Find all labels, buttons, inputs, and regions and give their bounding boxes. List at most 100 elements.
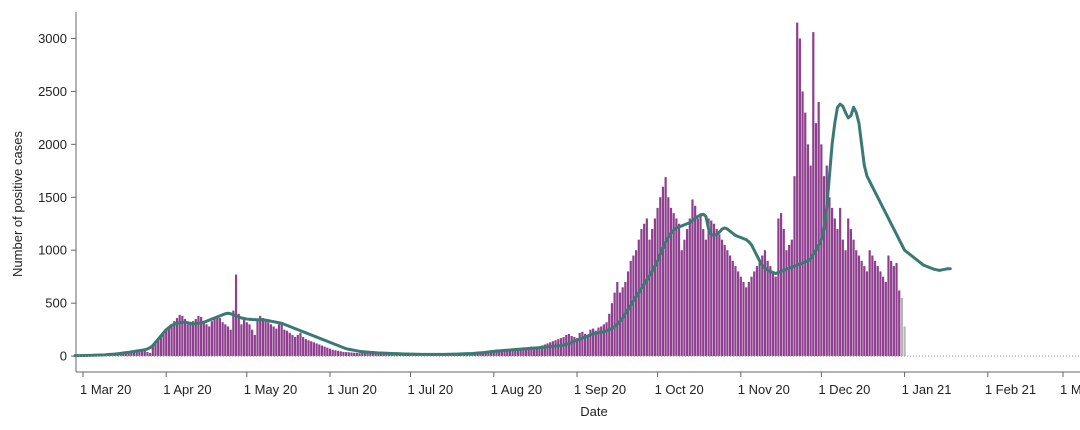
case-bar — [691, 199, 694, 357]
case-bar — [382, 353, 385, 357]
case-bar — [181, 315, 184, 357]
case-bar — [873, 260, 877, 357]
case-bar — [559, 338, 563, 357]
case-bar — [285, 330, 289, 357]
case-bar — [613, 292, 616, 357]
case-bar — [369, 353, 372, 357]
case-bar — [734, 266, 737, 357]
case-bar — [291, 334, 294, 357]
case-bar — [812, 32, 815, 357]
case-bar — [240, 324, 243, 357]
case-bar — [680, 250, 683, 357]
case-bar — [626, 271, 630, 357]
case-bar — [307, 340, 310, 357]
case-bar — [170, 324, 173, 357]
case-bar — [640, 229, 643, 357]
case-bar — [492, 350, 495, 357]
case-bar — [669, 207, 673, 357]
case-bar — [836, 229, 839, 357]
case-bar — [390, 354, 393, 357]
case-bar — [546, 343, 549, 357]
y-tick-label: 0 — [60, 349, 67, 364]
case-bar — [173, 321, 176, 357]
case-bar — [688, 218, 691, 357]
case-bar — [296, 334, 299, 357]
case-bar — [831, 207, 834, 357]
case-bar — [675, 218, 678, 357]
case-bar — [210, 321, 213, 357]
case-bar — [318, 344, 321, 357]
case-bar — [342, 351, 345, 357]
case-bar — [334, 350, 337, 357]
case-bar — [302, 337, 305, 357]
case-bar — [779, 213, 783, 357]
case-bar — [637, 239, 640, 357]
case-bar — [806, 144, 810, 357]
case-bar — [516, 349, 520, 357]
case-bar — [849, 229, 852, 357]
case-bar — [653, 218, 656, 357]
y-tick-label: 2500 — [38, 84, 67, 99]
case-bar — [863, 266, 866, 357]
case-bar — [747, 282, 750, 357]
x-tick-label: 1 Dec 20 — [818, 382, 870, 397]
case-bar — [712, 223, 716, 357]
case-bar — [140, 349, 144, 357]
case-bar — [788, 244, 791, 357]
case-bar — [710, 220, 713, 357]
x-tick-label: 1 Oct 20 — [655, 382, 704, 397]
case-bar — [645, 218, 648, 357]
case-bar — [294, 337, 297, 357]
case-bar — [261, 318, 264, 357]
case-bar — [481, 352, 485, 357]
case-bar — [742, 282, 745, 357]
case-bar — [200, 316, 203, 357]
x-axis-ticks: 1 Mar 20 1 Apr 20 1 May 20 1 Jun 20 1 Jul 20… — [80, 372, 1080, 397]
y-axis-ticks: 0 500 1000 1500 2000 2500 3000 — [38, 31, 76, 364]
rolling-average-line — [73, 102, 952, 358]
case-bar — [804, 112, 807, 357]
case-bar — [393, 354, 396, 357]
case-bar — [299, 332, 302, 357]
case-bar — [900, 297, 903, 357]
case-bar — [798, 38, 801, 357]
y-axis-title: Number of positive cases — [10, 131, 25, 277]
case-bar — [189, 322, 192, 357]
case-bar — [635, 250, 638, 357]
case-bar — [377, 353, 380, 357]
case-bar — [814, 123, 818, 357]
x-tick-label: 1 Aug 20 — [491, 382, 542, 397]
case-bar — [259, 315, 262, 357]
case-bar — [753, 271, 756, 357]
case-bar — [331, 349, 334, 357]
case-bar — [656, 207, 659, 357]
case-bar — [487, 351, 490, 357]
case-bar — [876, 266, 879, 357]
case-bar — [495, 349, 498, 357]
case-bar — [149, 352, 152, 357]
case-bar — [643, 223, 646, 357]
case-bar — [500, 350, 503, 357]
case-bar — [801, 91, 804, 357]
case-bar — [828, 197, 831, 357]
x-tick-label: 1 Sep 20 — [574, 382, 626, 397]
case-bar — [726, 250, 729, 357]
case-bar — [130, 352, 133, 357]
case-bar — [159, 337, 162, 357]
case-bar — [597, 327, 600, 357]
case-bar — [353, 352, 356, 357]
case-bar — [890, 260, 893, 357]
case-bar — [208, 326, 211, 357]
x-tick-label: 1 Apr 20 — [163, 382, 211, 397]
case-bar — [218, 318, 222, 357]
case-bar — [882, 276, 885, 357]
case-bar — [554, 340, 557, 357]
case-bar — [594, 330, 597, 357]
case-bar — [345, 352, 348, 357]
case-bar — [720, 239, 724, 357]
case-bar — [490, 350, 493, 357]
x-tick-label: 1 Mar 20 — [80, 382, 131, 397]
case-bar — [221, 322, 224, 357]
case-bar — [857, 255, 861, 357]
case-bar — [251, 329, 254, 357]
